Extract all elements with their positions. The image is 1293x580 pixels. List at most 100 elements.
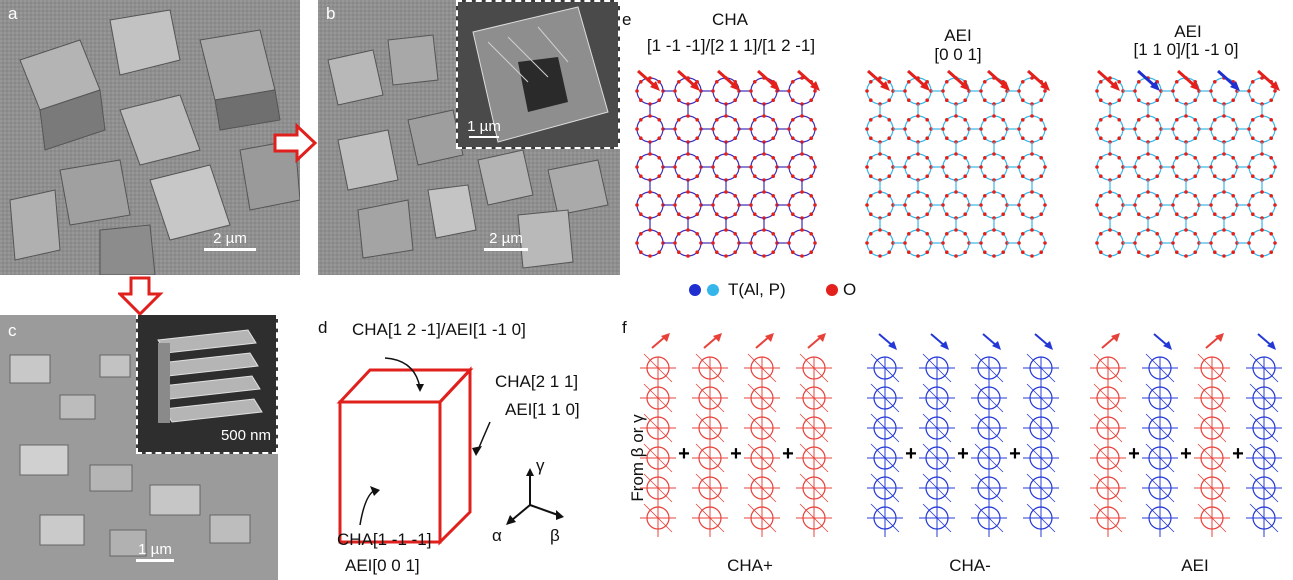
- o-atom: [648, 152, 652, 156]
- o-atom: [791, 194, 795, 198]
- o-atom: [979, 241, 983, 245]
- o-atom: [686, 228, 690, 232]
- o-atom: [1108, 190, 1112, 194]
- o-atom: [1039, 212, 1043, 216]
- o-atom: [954, 178, 958, 182]
- o-atom: [1209, 127, 1213, 131]
- o-atom: [1137, 136, 1141, 140]
- chain-arrowhead: [713, 333, 722, 342]
- o-atom: [1273, 127, 1277, 131]
- o-atom: [753, 156, 757, 160]
- o-atom: [1247, 203, 1251, 207]
- scale-bar-b: 2 µm: [476, 230, 536, 251]
- o-atom: [887, 194, 891, 198]
- o-atom: [903, 241, 907, 245]
- o-atom: [809, 136, 813, 140]
- o-atom: [1222, 228, 1226, 232]
- o-atom: [1021, 136, 1025, 140]
- o-atom: [1001, 156, 1005, 160]
- direction-arrowhead: [1190, 81, 1200, 91]
- o-atom: [869, 80, 873, 84]
- o-atom: [983, 80, 987, 84]
- o-atom: [1137, 156, 1141, 160]
- o-atom: [715, 194, 719, 198]
- o-atom: [1193, 232, 1197, 236]
- o-atom: [673, 241, 677, 245]
- o-atom: [963, 118, 967, 122]
- chain-arrowhead: [992, 341, 1001, 350]
- o-atom: [677, 232, 681, 236]
- o-atom: [657, 98, 661, 102]
- o-atom: [695, 194, 699, 198]
- o-atom: [1017, 165, 1021, 169]
- o-atom: [878, 228, 882, 232]
- o-atom: [677, 194, 681, 198]
- chain-arrowhead: [1215, 333, 1224, 342]
- chain-arrowhead: [888, 341, 897, 350]
- o-atom: [907, 80, 911, 84]
- o-atom: [1133, 203, 1137, 207]
- o-atom: [1209, 203, 1213, 207]
- o-atom: [865, 165, 869, 169]
- o-atom: [945, 212, 949, 216]
- o-atom: [925, 212, 929, 216]
- o-atom: [657, 156, 661, 160]
- o-atom: [963, 174, 967, 178]
- o-atom: [1039, 136, 1043, 140]
- o-atom: [983, 194, 987, 198]
- o-atom: [771, 136, 775, 140]
- o-atom: [1213, 232, 1217, 236]
- o-atom: [733, 174, 737, 178]
- o-atom: [887, 136, 891, 140]
- o-atom: [1273, 165, 1277, 169]
- o-atom: [639, 80, 643, 84]
- o-atom: [1175, 80, 1179, 84]
- o-atom: [1108, 152, 1112, 156]
- o-atom: [724, 190, 728, 194]
- o-atom: [903, 165, 907, 169]
- o-atom: [1021, 250, 1025, 254]
- o-atom: [724, 228, 728, 232]
- o-atom: [992, 178, 996, 182]
- sem-image-b: b 1 µm 2 µm: [318, 0, 620, 275]
- o-atom: [733, 156, 737, 160]
- plus-sign: +: [730, 443, 742, 465]
- o-atom: [787, 203, 791, 207]
- o-atom: [787, 165, 791, 169]
- o-atom: [1251, 118, 1255, 122]
- legend-o-label: O: [843, 280, 857, 299]
- chain-arrowhead: [1267, 341, 1276, 350]
- o-atom: [1117, 136, 1121, 140]
- o-atom: [941, 241, 945, 245]
- o-atom: [749, 127, 753, 131]
- o-atom: [753, 98, 757, 102]
- plus-sign: +: [1009, 443, 1021, 465]
- o-atom: [1108, 178, 1112, 182]
- o-atom: [1193, 212, 1197, 216]
- o-atom: [1099, 156, 1103, 160]
- o-atom: [657, 250, 661, 254]
- o-atom: [1269, 156, 1273, 160]
- o-atom: [1155, 174, 1159, 178]
- o-atom: [887, 156, 891, 160]
- o-atom: [1209, 241, 1213, 245]
- o-atom: [813, 127, 817, 131]
- right-arrow-icon: [273, 123, 318, 163]
- o-atom: [945, 250, 949, 254]
- o-atom: [787, 127, 791, 131]
- o-atom: [749, 203, 753, 207]
- o-atom: [639, 174, 643, 178]
- inset-scale-b-text: 1 µm: [467, 118, 501, 135]
- o-atom: [1260, 228, 1264, 232]
- o-atom: [869, 156, 873, 160]
- chain-arrowhead: [1044, 341, 1053, 350]
- o-atom: [925, 250, 929, 254]
- o-atom: [878, 152, 882, 156]
- o-atom: [1209, 89, 1213, 93]
- o-atom: [715, 174, 719, 178]
- o-atom: [1193, 156, 1197, 160]
- o-atom: [869, 118, 873, 122]
- o-atom: [1021, 174, 1025, 178]
- o-atom: [1222, 190, 1226, 194]
- o-atom: [1095, 89, 1099, 93]
